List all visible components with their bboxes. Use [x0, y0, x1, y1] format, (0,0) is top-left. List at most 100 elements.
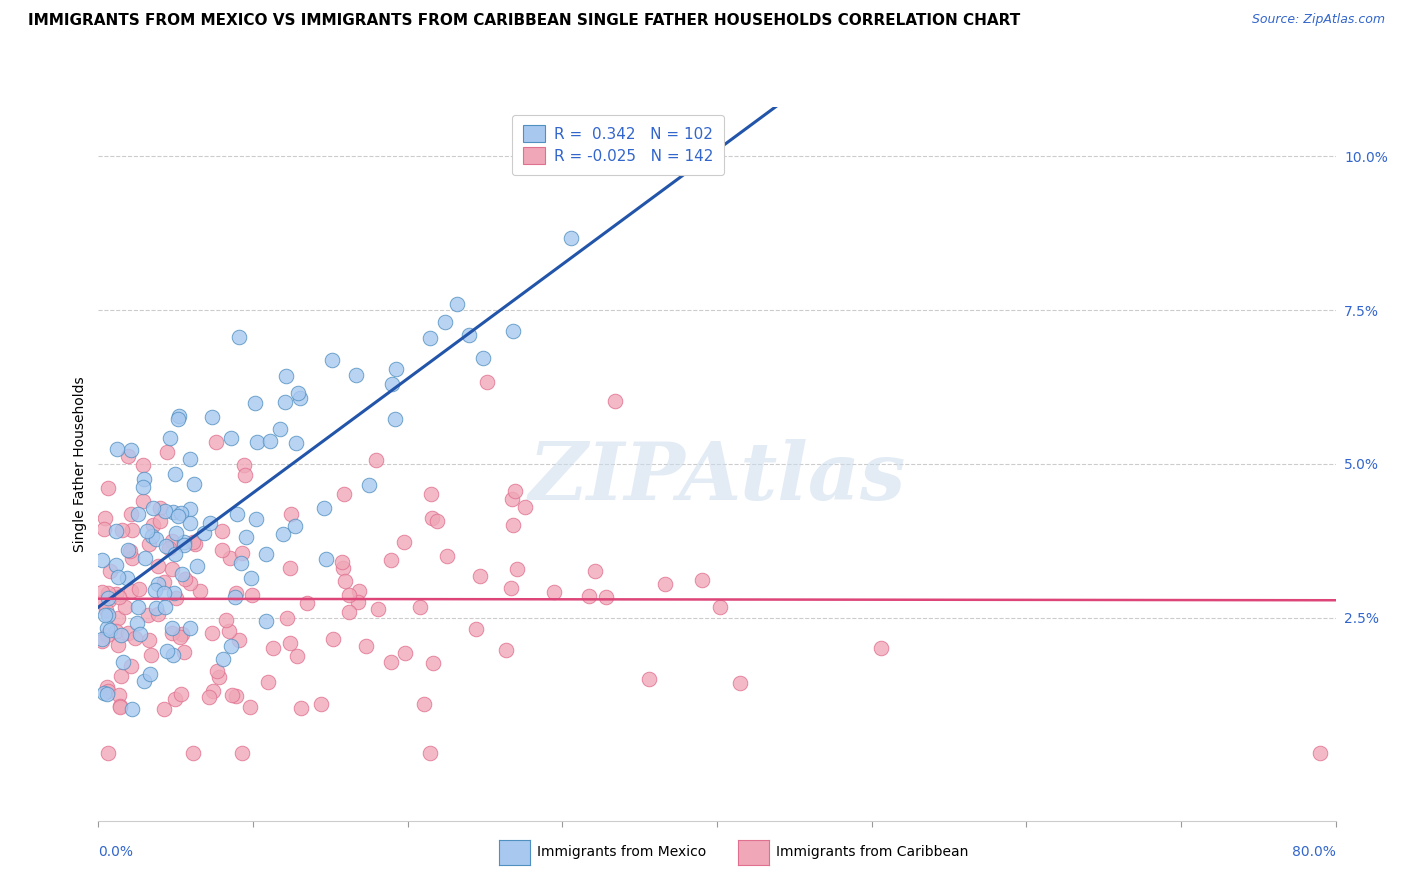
- Point: [165, 467, 187, 482]
- Point: [221, 688, 243, 702]
- Point: [121, 550, 143, 565]
- Point: [464, 622, 486, 636]
- Point: [495, 643, 517, 657]
- Point: [347, 595, 370, 609]
- Point: [97, 591, 120, 606]
- Point: [132, 458, 155, 472]
- Point: [167, 509, 190, 524]
- Point: [231, 746, 253, 760]
- Point: [181, 746, 204, 760]
- Point: [117, 625, 139, 640]
- Point: [169, 630, 191, 644]
- Point: [131, 480, 153, 494]
- Point: [332, 561, 354, 575]
- Point: [94, 511, 117, 525]
- Point: [198, 516, 221, 530]
- Point: [139, 667, 162, 681]
- Point: [136, 524, 159, 538]
- Point: [235, 530, 257, 544]
- Point: [111, 523, 134, 537]
- Point: [153, 702, 176, 716]
- Point: [692, 573, 714, 587]
- Point: [201, 626, 224, 640]
- Point: [134, 550, 156, 565]
- Point: [205, 435, 228, 450]
- Point: [219, 431, 242, 445]
- Point: [179, 502, 201, 516]
- Point: [433, 315, 456, 329]
- Point: [160, 626, 183, 640]
- Point: [278, 560, 301, 574]
- Point: [394, 534, 416, 549]
- Point: [142, 518, 165, 533]
- Point: [367, 602, 389, 616]
- Point: [149, 501, 172, 516]
- Point: [153, 575, 176, 590]
- Point: [162, 648, 184, 662]
- Point: [104, 524, 127, 539]
- Point: [560, 230, 582, 244]
- Point: [184, 537, 207, 551]
- Point: [165, 591, 187, 605]
- Point: [225, 586, 247, 600]
- Point: [108, 698, 131, 713]
- Point: [193, 526, 215, 541]
- Point: [226, 508, 249, 522]
- Point: [285, 648, 308, 663]
- Point: [142, 501, 165, 516]
- Point: [107, 570, 129, 584]
- Point: [228, 329, 250, 343]
- Point: [155, 540, 177, 554]
- Point: [138, 537, 160, 551]
- Point: [97, 684, 120, 698]
- Point: [475, 375, 498, 389]
- Point: [207, 670, 229, 684]
- Point: [1309, 746, 1331, 760]
- Point: [357, 478, 380, 492]
- Point: [173, 538, 195, 552]
- Point: [129, 627, 152, 641]
- Point: [128, 582, 150, 596]
- Point: [167, 409, 190, 423]
- Point: [139, 648, 162, 662]
- Y-axis label: Single Father Households: Single Father Households: [73, 376, 87, 551]
- Text: 80.0%: 80.0%: [1292, 845, 1336, 859]
- Point: [506, 562, 529, 576]
- Point: [159, 431, 181, 445]
- Point: [458, 328, 481, 343]
- Point: [502, 518, 524, 533]
- Point: [186, 559, 208, 574]
- Point: [120, 659, 142, 673]
- Point: [127, 615, 149, 630]
- Point: [409, 599, 432, 614]
- Point: [246, 434, 269, 449]
- Point: [287, 385, 309, 400]
- Point: [709, 599, 731, 614]
- Point: [219, 551, 242, 566]
- Point: [163, 547, 186, 561]
- Point: [578, 589, 600, 603]
- Point: [499, 581, 522, 595]
- Point: [105, 624, 128, 638]
- Point: [107, 638, 129, 652]
- Point: [422, 656, 444, 670]
- Point: [179, 622, 201, 636]
- Point: [157, 541, 180, 556]
- Point: [173, 645, 195, 659]
- Point: [322, 632, 344, 646]
- Point: [143, 582, 166, 597]
- Point: [309, 697, 332, 711]
- Point: [105, 442, 128, 457]
- Point: [583, 564, 606, 578]
- Point: [271, 526, 294, 541]
- Point: [117, 543, 139, 558]
- Point: [239, 699, 262, 714]
- Point: [96, 628, 118, 642]
- Point: [333, 487, 356, 501]
- Point: [869, 641, 891, 656]
- Point: [145, 533, 167, 547]
- Point: [112, 655, 135, 669]
- Point: [394, 646, 416, 660]
- Point: [94, 608, 117, 623]
- Point: [107, 688, 129, 702]
